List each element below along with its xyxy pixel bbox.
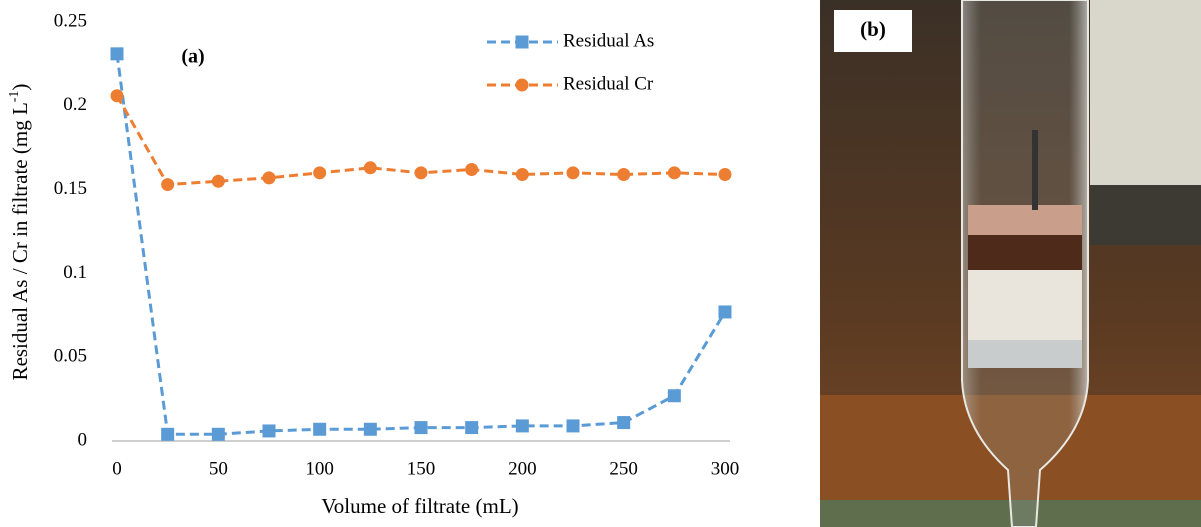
photo-label-box — [834, 10, 912, 52]
marker — [515, 419, 529, 433]
bottom-plug — [968, 340, 1082, 368]
marker — [262, 171, 276, 185]
marker — [363, 422, 377, 436]
marker — [515, 168, 529, 182]
plot-area: 0 0.05 0.1 0.15 0.2 0.25 0 50 100 150 200 250 300 Vol… — [7, 10, 740, 517]
marker — [667, 389, 681, 403]
marker — [617, 416, 631, 430]
marker — [718, 168, 732, 182]
marker — [566, 419, 580, 433]
adsorbent-layer — [968, 235, 1082, 270]
y-tick-label: 0.05 — [54, 346, 87, 367]
y-axis-title-part: Residual As / Cr in filtrate (mg L — [8, 102, 32, 380]
sand-layer — [968, 270, 1082, 340]
clamp — [1090, 185, 1201, 245]
marker — [414, 166, 428, 180]
wall-tiles — [1090, 0, 1201, 190]
y-tick-label: 0.15 — [54, 178, 87, 199]
marker — [262, 424, 276, 438]
legend-marker — [515, 78, 529, 92]
marker — [110, 47, 124, 61]
marker — [566, 166, 580, 180]
x-tick-label: 200 — [508, 458, 537, 479]
marker — [363, 161, 377, 175]
legend-label: Residual Cr — [563, 73, 654, 94]
marker — [718, 305, 732, 319]
marker — [617, 168, 631, 182]
x-tick-label: 0 — [112, 458, 122, 479]
x-tick-label: 100 — [305, 458, 334, 479]
y-tick-label: 0.1 — [63, 262, 87, 283]
x-tick-label: 150 — [407, 458, 436, 479]
x-tick-label: 50 — [209, 458, 228, 479]
marker — [465, 162, 479, 176]
x-tick-label: 300 — [711, 458, 740, 479]
marker — [211, 427, 225, 441]
marker — [211, 174, 225, 188]
y-axis-title: Residual As / Cr in filtrate (mg L-1) — [7, 84, 32, 381]
y-tick-label: 0 — [78, 429, 88, 450]
rod — [1032, 130, 1038, 210]
marker — [667, 166, 681, 180]
marker — [465, 421, 479, 435]
legend-marker — [515, 35, 529, 49]
annotation: (a) — [181, 46, 204, 68]
photo-label: (b) — [860, 17, 886, 41]
x-tick-label: 250 — [609, 458, 638, 479]
marker — [161, 427, 175, 441]
legend: Residual As Residual Cr — [487, 30, 654, 94]
marker — [110, 89, 124, 103]
photo-panel: (b) — [820, 0, 1201, 527]
y-axis-title-part: ) — [8, 84, 32, 91]
y-axis-title-part: -1 — [7, 91, 22, 103]
x-axis-title: Volume of filtrate (mL) — [321, 494, 518, 518]
legend-label: Residual As — [563, 30, 654, 51]
marker — [313, 166, 327, 180]
series-line — [115, 53, 727, 436]
marker — [313, 422, 327, 436]
top-plug — [968, 205, 1082, 235]
y-tick-label: 0.2 — [63, 94, 87, 115]
marker — [414, 421, 428, 435]
y-tick-label: 0.25 — [54, 10, 87, 31]
marker — [161, 178, 175, 192]
